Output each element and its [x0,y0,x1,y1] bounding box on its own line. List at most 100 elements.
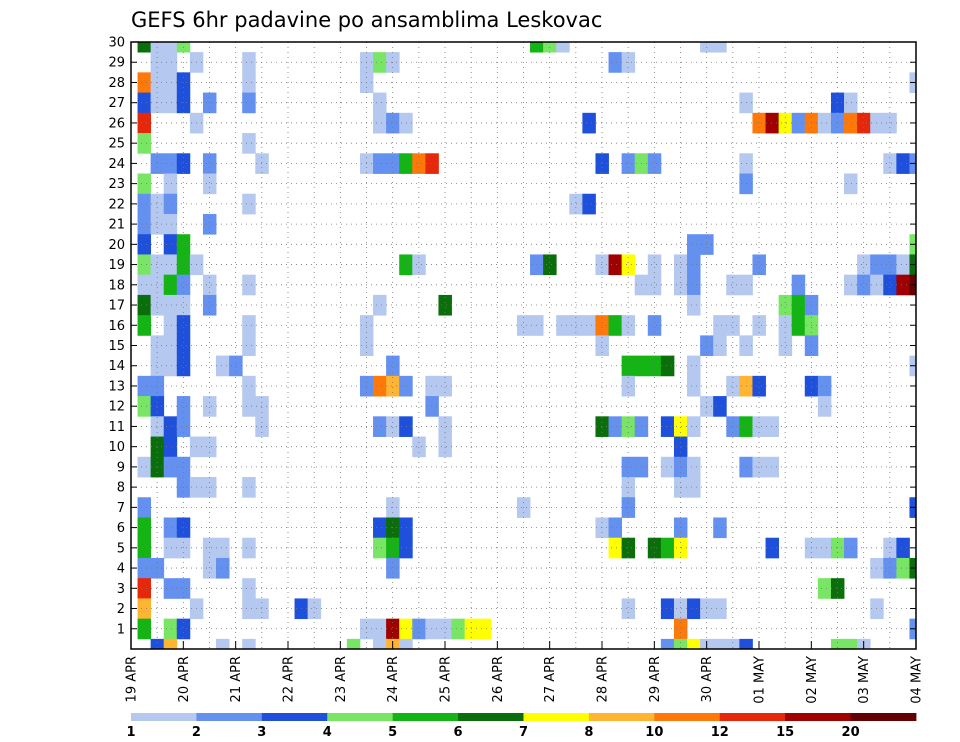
heatmap-cell [137,497,152,518]
heatmap-cell [582,315,596,336]
x-tick-label: 24 APR [386,656,401,702]
legend-swatch [719,713,786,721]
heatmap-cell [425,153,439,174]
heatmap-cell [844,92,858,114]
heatmap-cell [176,234,191,255]
heatmap-cell [765,456,780,478]
heatmap-cell [752,416,766,437]
heatmap-cell [202,173,217,195]
heatmap-cell [137,517,152,539]
heatmap-cell [647,274,662,296]
legend-label: 12 [711,725,729,740]
heatmap-cell [896,254,910,276]
heatmap-cell [242,578,256,599]
heatmap-cell [137,396,152,417]
heatmap-cell [163,638,178,650]
heatmap-cell [556,42,570,53]
heatmap-cell [137,456,152,478]
x-tick-label: 03 MAY [857,656,872,704]
heatmap-cell [883,254,897,276]
heatmap-cell [242,274,256,296]
heatmap-cell [673,254,688,276]
heatmap-cell [202,274,217,296]
x-tick-label: 29 APR [648,656,663,702]
heatmap-cell [163,213,178,235]
heatmap-cell [386,355,400,377]
heatmap-cell [242,638,256,650]
x-tick-label: 28 APR [596,656,611,702]
heatmap-cell [373,517,387,539]
heatmap-cell [687,355,701,377]
heatmap-cell [752,375,766,397]
heatmap-cell [202,213,217,235]
heatmap-cell [137,133,152,154]
heatmap-cell [844,638,858,650]
heatmap-cell [412,618,426,640]
heatmap-cell [621,254,636,276]
heatmap-cell [621,537,636,559]
heatmap-cell [176,153,191,174]
heatmap-cell [176,578,191,599]
heatmap-cell [673,436,688,458]
heatmap-cell [608,416,623,437]
heatmap-cell [896,153,910,174]
heatmap-cell [137,618,152,640]
heatmap-cell [150,335,165,357]
legend-label: 5 [388,725,397,740]
heatmap-cell [242,52,256,73]
heatmap-cell [857,112,871,134]
y-tick-label: 20 [108,238,125,253]
x-tick-label: 22 APR [282,656,297,702]
heatmap-cell [608,537,623,559]
legend-swatch [588,713,655,721]
y-tick-label: 17 [108,299,125,314]
heatmap-cell [830,112,845,134]
heatmap-cell [713,638,727,650]
heatmap-cell [386,416,400,437]
heatmap-cell [883,274,897,296]
heatmap-cell [647,355,662,377]
heatmap-cell [687,416,701,437]
y-tick-label: 23 [108,177,125,192]
y-tick-label: 27 [108,96,125,111]
y-tick-label: 22 [108,197,125,212]
heatmap-cell [883,557,897,579]
heatmap-cell [713,315,727,336]
heatmap-cell [163,315,178,336]
heatmap-cell [425,396,439,417]
heatmap-cell [176,294,191,316]
heatmap-cell [621,315,636,336]
y-tick-label: 3 [117,582,125,597]
heatmap-cell [150,193,165,215]
heatmap-cell [516,315,531,336]
y-tick-label: 6 [117,521,125,536]
x-tick-label: 30 APR [700,656,715,702]
legend-swatch [654,713,721,721]
heatmap-cell [399,618,413,640]
heatmap-cell [830,638,845,650]
legend-swatch [196,713,263,721]
heatmap-cell [817,396,832,417]
heatmap-cell [595,416,609,437]
heatmap-cell [242,92,256,114]
heatmap-cell [163,537,178,559]
heatmap-cell [713,335,727,357]
heatmap-cell [137,537,152,559]
heatmap-cell [373,112,387,134]
heatmap-cell [163,42,178,53]
heatmap-cell [530,42,544,53]
y-tick-label: 9 [117,460,125,475]
heatmap-cell [817,112,832,134]
heatmap-cell [202,537,217,559]
y-tick-label: 11 [108,420,125,435]
heatmap-cell [412,436,426,458]
color-legend: 1 2 3 4 5 6 7 8 10 12 15 20 [126,713,917,740]
heatmap-cell [726,416,740,437]
x-tick-label: 23 APR [334,656,349,702]
heatmap-cell [752,315,766,336]
x-tick-label: 19 APR [125,656,140,702]
heatmap-cell [399,416,413,437]
heatmap-cell [373,92,387,114]
heatmap-cell [163,618,178,640]
heatmap-cell [137,315,152,336]
